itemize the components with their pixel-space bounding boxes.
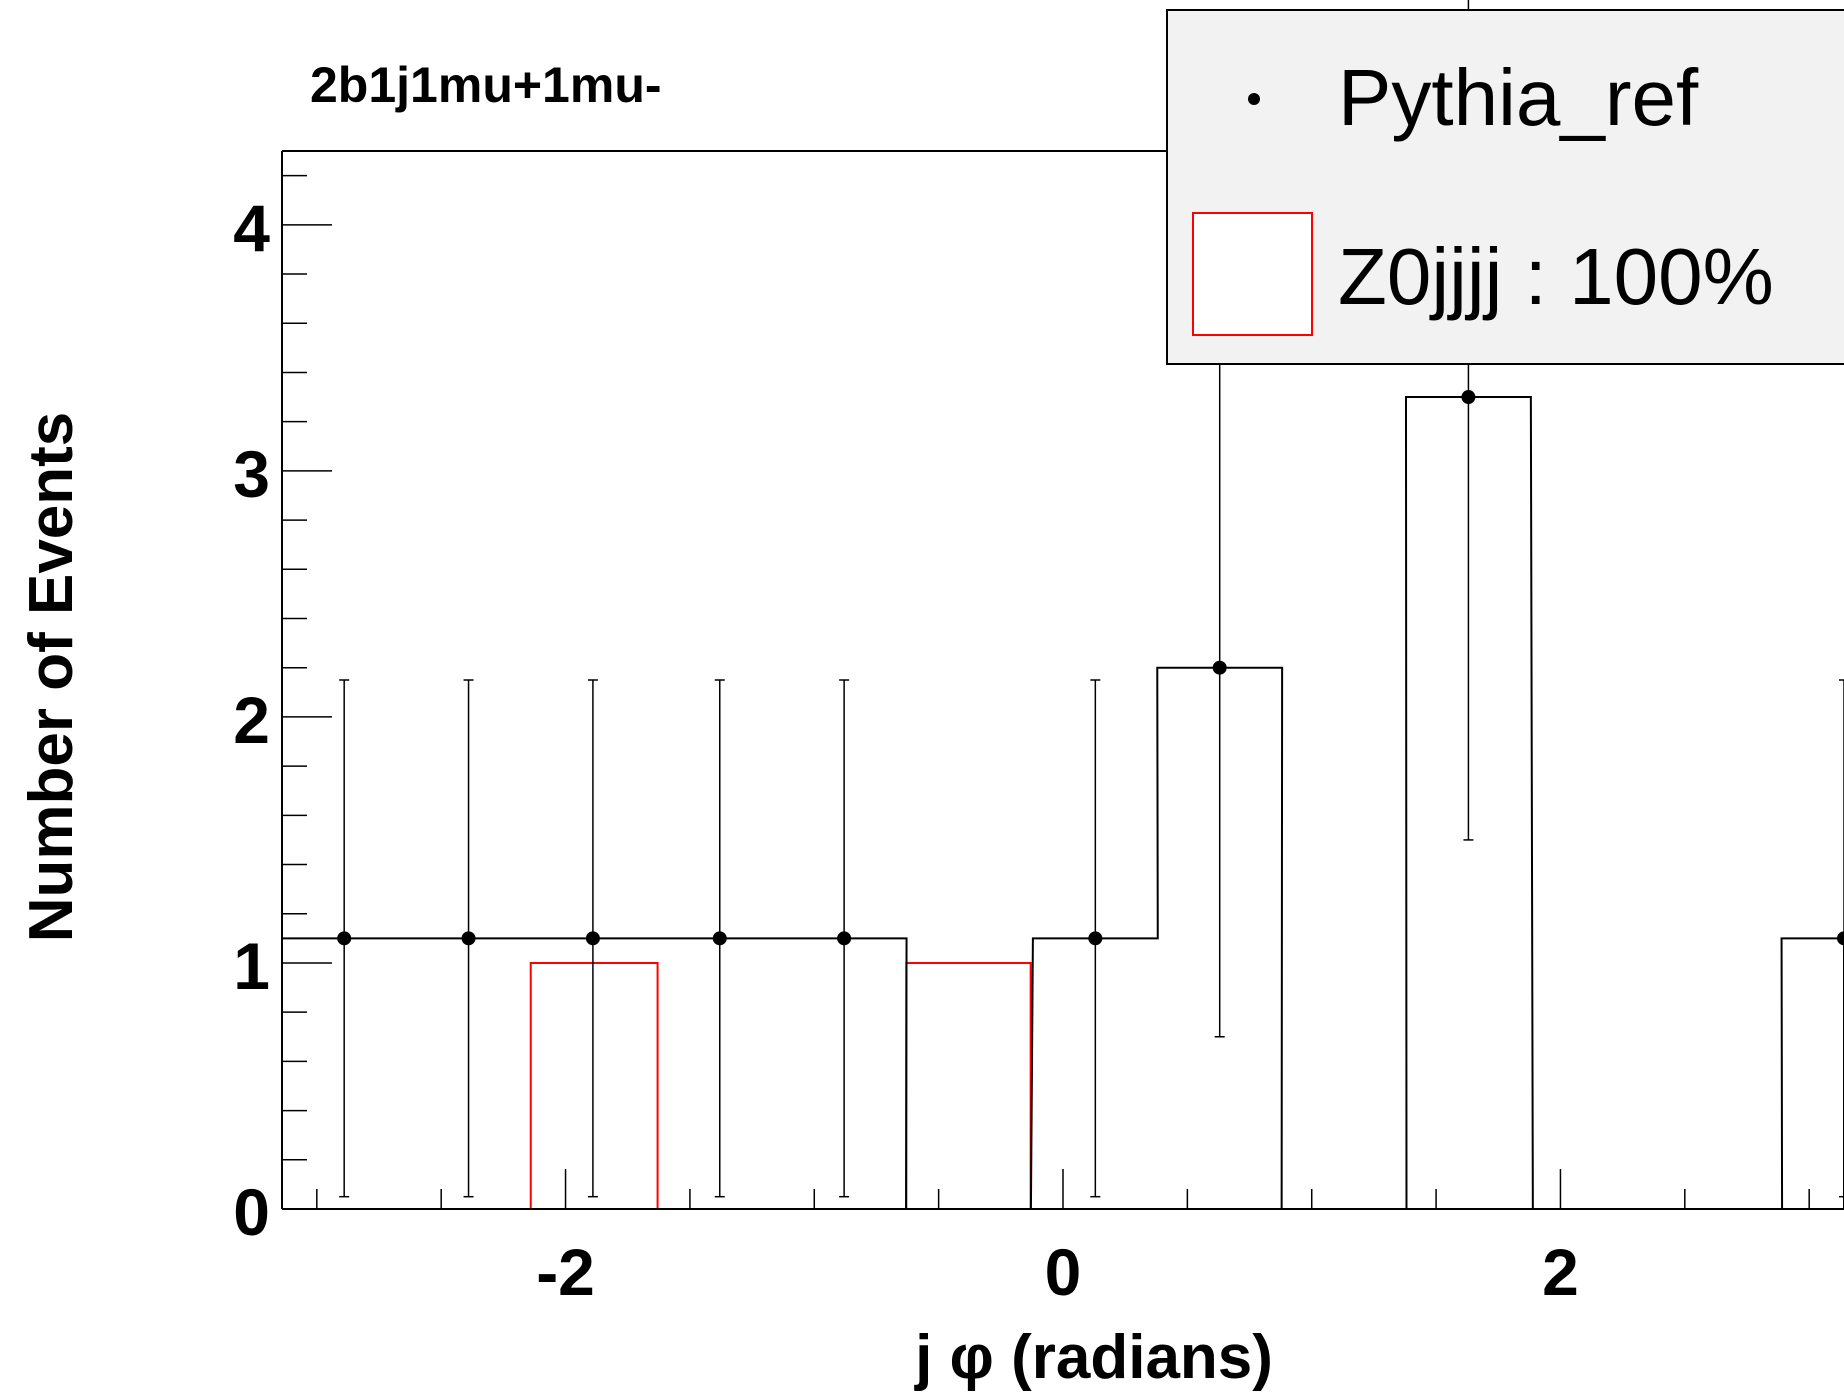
y-tick-label: 0 bbox=[233, 1175, 270, 1249]
y-axis-label: Number of Events bbox=[17, 412, 86, 943]
legend-label-z0jjjj: Z0jjjj : 100% bbox=[1338, 232, 1774, 321]
pythia-point bbox=[461, 931, 476, 946]
legend-marker-pythia bbox=[1248, 93, 1260, 105]
pythia-point bbox=[712, 931, 727, 946]
x-axis-label: j φ (radians) bbox=[914, 1323, 1273, 1392]
y-tick-label: 1 bbox=[233, 929, 270, 1003]
pythia-point bbox=[1837, 931, 1844, 946]
pythia-point bbox=[837, 931, 852, 946]
pythia-point bbox=[337, 931, 352, 946]
z0jjjj-bar bbox=[529, 961, 659, 1209]
plot-area: 0 1 2 3 4 -2 0 2 bbox=[233, 0, 1844, 1309]
y-tick-label: 2 bbox=[233, 683, 270, 757]
x-tick-label: 2 bbox=[1542, 1235, 1579, 1309]
pythia-point bbox=[1212, 660, 1227, 675]
legend-marker-z0jjjj bbox=[1192, 212, 1313, 336]
pythia-point bbox=[585, 931, 600, 946]
legend: Pythia_ref Z0jjjj : 100% bbox=[1166, 9, 1844, 365]
x-tick-label: -2 bbox=[536, 1235, 595, 1309]
pythia-point bbox=[1088, 931, 1103, 946]
pythia-step-line bbox=[281, 396, 1844, 1210]
y-tick-label: 3 bbox=[233, 437, 270, 511]
legend-label-pythia: Pythia_ref bbox=[1338, 53, 1699, 142]
y-tick-label: 4 bbox=[233, 191, 270, 265]
chart-title: 2b1j1mu+1mu- bbox=[310, 57, 662, 113]
x-tick-label: 0 bbox=[1045, 1235, 1082, 1309]
pythia-point bbox=[1461, 390, 1476, 405]
z0jjjj-bar bbox=[905, 961, 1032, 1209]
